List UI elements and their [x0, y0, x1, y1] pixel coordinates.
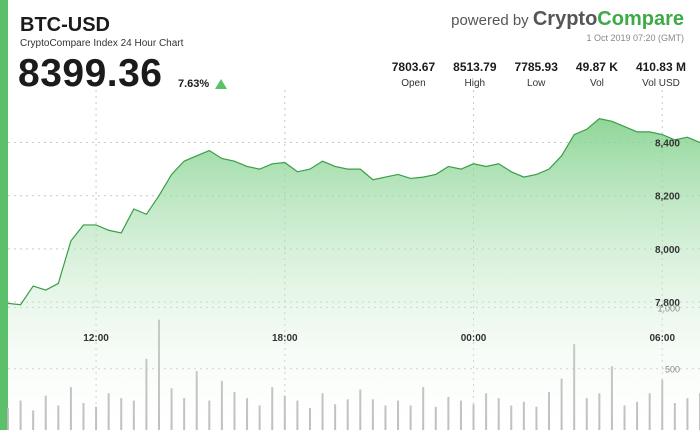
- x-tick-label: 00:00: [461, 333, 487, 344]
- stat-low: 7785.93 Low: [515, 60, 558, 89]
- accent-bar: [0, 0, 8, 430]
- stat-value: 49.87 K: [575, 60, 618, 74]
- volume-tick-label: 1,000: [657, 303, 680, 313]
- stat-label: Vol USD: [642, 78, 680, 89]
- volume-tick-label: 500: [665, 365, 680, 375]
- stat-label: High: [464, 78, 486, 89]
- y-tick-label: 7,800: [655, 298, 680, 309]
- stat-vol: 49.87 K Vol: [576, 60, 618, 89]
- stat-vol-usd: 410.83 M Vol USD: [636, 60, 686, 89]
- stat-open: 7803.67 Open: [392, 60, 435, 89]
- brand-logo[interactable]: CryptoCompare: [533, 8, 684, 30]
- up-arrow-icon: [215, 79, 227, 89]
- stat-value: 7785.93: [514, 60, 558, 74]
- stat-value: 410.83 M: [635, 60, 686, 74]
- timestamp: 1 Oct 2019 07:20 (GMT): [586, 33, 684, 43]
- stat-high: 8513.79 High: [453, 60, 496, 89]
- x-tick-label: 18:00: [272, 333, 298, 344]
- stat-label: Open: [401, 78, 426, 89]
- price-area: [8, 118, 700, 430]
- powered-prefix: powered by: [451, 12, 533, 29]
- current-price: 8399.36: [18, 52, 163, 95]
- powered-by: powered by CryptoCompare: [451, 8, 684, 31]
- brand-text-b: Compare: [597, 8, 684, 30]
- chart-subtitle: CryptoCompare Index 24 Hour Chart: [20, 38, 184, 49]
- x-tick-label: 06:00: [649, 333, 675, 344]
- stat-value: 7803.67: [391, 60, 436, 74]
- stat-label: Low: [527, 78, 546, 89]
- price-line: [7, 117, 700, 306]
- y-tick-label: 8,400: [655, 139, 680, 150]
- brand-text-a: Crypto: [532, 8, 598, 30]
- stat-value: 8513.79: [453, 60, 497, 74]
- price-change: 7.63%: [178, 78, 210, 90]
- stats-bar: 7803.67 Open 8513.79 High 7785.93 Low 49…: [374, 60, 686, 89]
- pair-title: BTC-USD: [20, 14, 110, 36]
- x-tick-label: 12:00: [83, 333, 109, 344]
- y-tick-label: 8,000: [655, 245, 680, 256]
- y-tick-label: 8,200: [655, 192, 680, 203]
- stat-label: Vol: [589, 78, 604, 89]
